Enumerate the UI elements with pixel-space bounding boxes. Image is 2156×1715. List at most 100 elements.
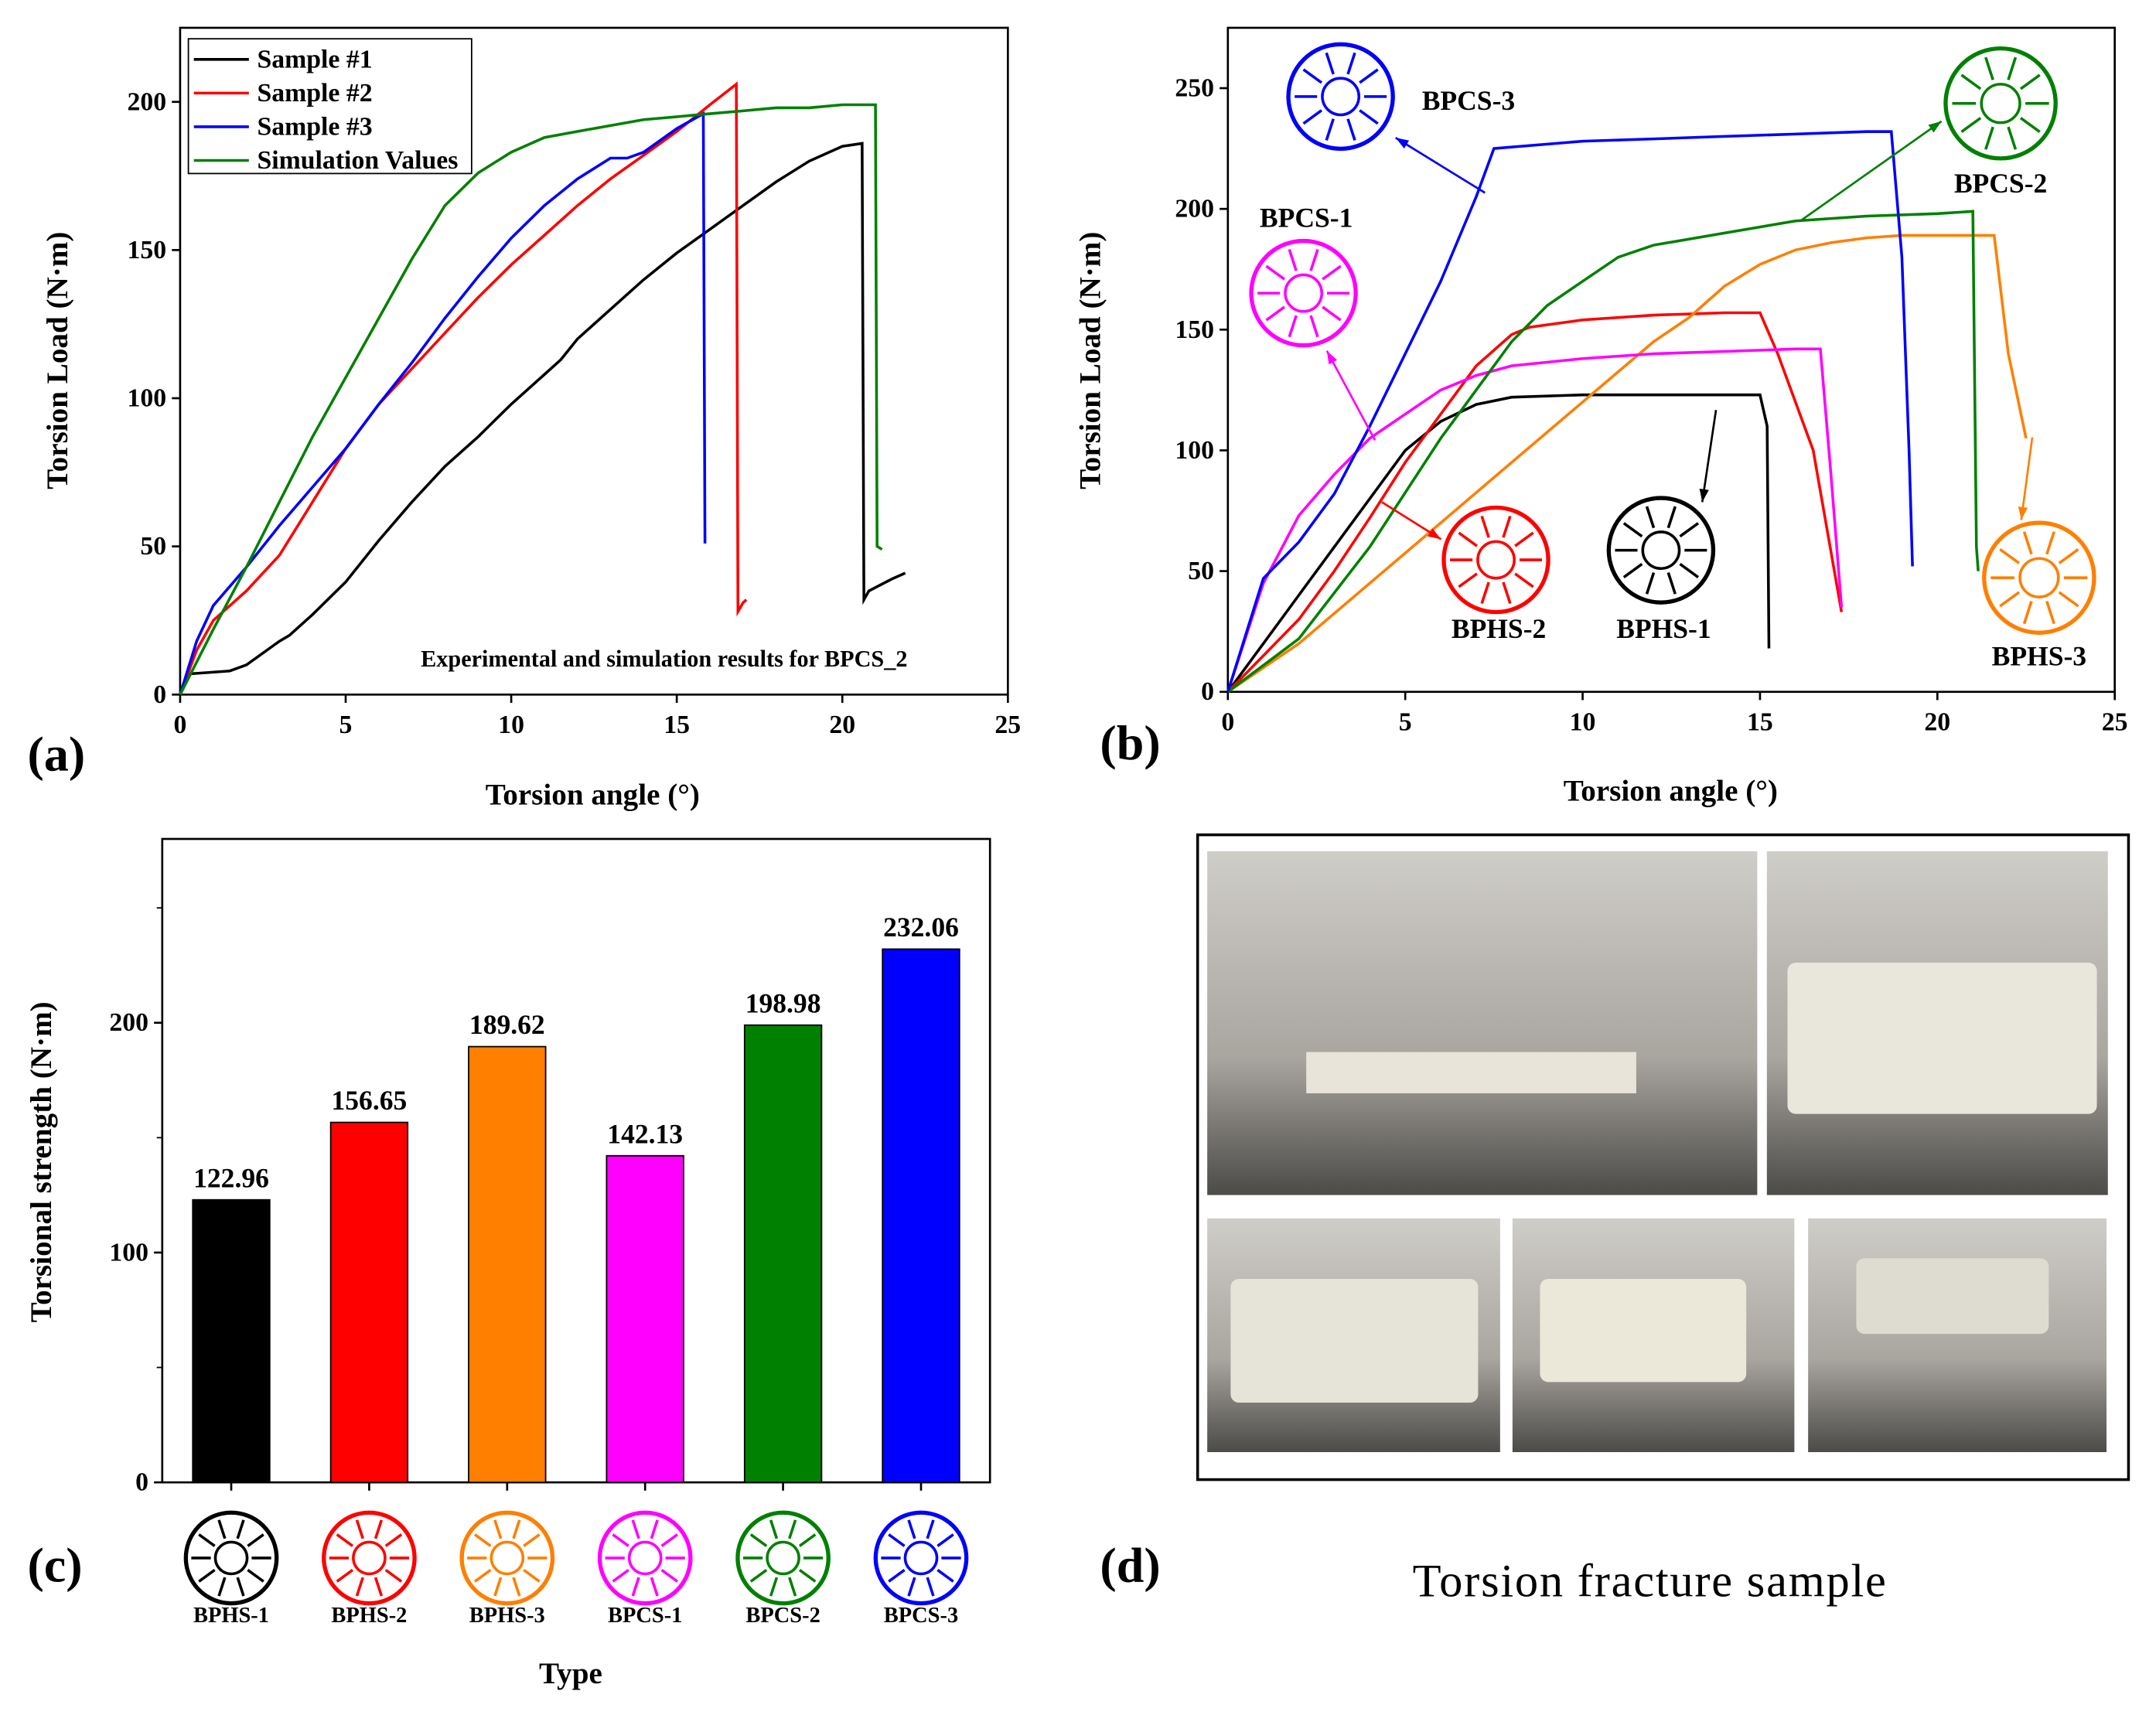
icon <box>493 1577 503 1597</box>
icon <box>336 1569 354 1583</box>
icon <box>384 1533 403 1547</box>
icon <box>473 1569 492 1583</box>
icon <box>612 1533 629 1547</box>
x-tick-label: BPHS-1 <box>193 1604 269 1628</box>
x-tick-label: BPCS-1 <box>608 1604 682 1628</box>
icon <box>1679 563 1700 578</box>
icon <box>660 1533 679 1547</box>
y-tick-label: 50 <box>140 532 166 561</box>
x-tick-label: BPCS-2 <box>745 1604 820 1628</box>
panel-label: (d) <box>1100 1537 1160 1592</box>
icon <box>749 1533 768 1547</box>
x-axis-title: Torsion angle (°) <box>486 779 700 812</box>
icon <box>473 1533 492 1547</box>
icon <box>1309 249 1319 271</box>
icon <box>198 1569 216 1583</box>
icon <box>1982 520 2096 635</box>
icon <box>355 1519 364 1539</box>
icon <box>1359 68 1379 84</box>
icon <box>2045 531 2055 555</box>
icon <box>1288 249 1298 271</box>
specimen <box>1787 963 2097 1114</box>
photo <box>1808 1218 2107 1453</box>
icon <box>384 1569 403 1583</box>
icon <box>1284 273 1324 313</box>
icon <box>2018 557 2060 598</box>
photo-frame <box>1196 833 2130 1481</box>
icon <box>888 1533 906 1547</box>
y-tick-label: 250 <box>1175 74 1214 103</box>
arrow <box>1701 410 1718 503</box>
x-tick-label: 5 <box>339 711 353 739</box>
icon <box>926 1577 935 1597</box>
icon <box>1645 571 1656 595</box>
plot-frame <box>179 26 1009 696</box>
icon <box>1265 264 1286 281</box>
icon <box>769 1519 779 1539</box>
icon <box>1476 540 1516 580</box>
x-axis-title: Torsion angle (°) <box>1564 774 1778 807</box>
series-line <box>1226 311 1844 693</box>
panel-label: (b) <box>1100 715 1160 770</box>
icon <box>1502 515 1512 538</box>
icon <box>1666 506 1677 529</box>
icon <box>1980 83 2021 124</box>
icon <box>1458 531 1478 547</box>
icon <box>660 1569 679 1583</box>
icon <box>2007 56 2018 80</box>
icon <box>1984 56 1994 80</box>
icon <box>1645 506 1656 529</box>
icon <box>1984 126 1994 150</box>
icon <box>1288 315 1298 338</box>
icon <box>1302 68 1323 84</box>
legend-label: Simulation Values <box>257 146 458 175</box>
icon <box>1502 581 1512 605</box>
series-label: BPHS-3 <box>1992 641 2086 672</box>
icon <box>1458 572 1478 588</box>
icon <box>1325 52 1335 75</box>
icon <box>1346 118 1356 141</box>
y-tick-label: 0 <box>1201 677 1214 706</box>
icon <box>2058 591 2079 608</box>
series-label: BPHS-1 <box>1616 613 1711 644</box>
x-tick-label: BPHS-3 <box>469 1604 545 1628</box>
icon <box>1606 496 1716 605</box>
series-line <box>1226 210 1980 694</box>
x-tick-label: BPCS-3 <box>884 1604 958 1628</box>
x-tick-label: 20 <box>1924 707 1950 736</box>
value-label: 122.96 <box>193 1162 269 1193</box>
x-tick-label: 0 <box>173 711 186 739</box>
y-tick-label: 200 <box>127 87 166 116</box>
icon <box>523 1569 541 1583</box>
icon <box>198 1533 216 1547</box>
x-tick-label: 15 <box>664 711 690 739</box>
bar <box>882 948 960 1484</box>
x-tick-label: 10 <box>1570 707 1596 736</box>
icon <box>1960 117 1982 133</box>
x-tick-label: 20 <box>829 711 855 739</box>
caption: Torsion fracture sample <box>1413 1556 1888 1608</box>
y-tick-label: 100 <box>127 384 166 413</box>
legend-box <box>187 38 472 175</box>
icon <box>322 1510 417 1606</box>
icon <box>788 1519 797 1539</box>
icon <box>1302 109 1323 125</box>
icon <box>612 1569 629 1583</box>
icon <box>336 1533 354 1547</box>
legend-label: Sample #1 <box>257 45 372 73</box>
icon <box>888 1569 906 1583</box>
icon <box>1359 109 1379 125</box>
specimen <box>1230 1278 1479 1403</box>
icon <box>907 1519 916 1539</box>
icon <box>1999 591 2021 608</box>
icon <box>1322 264 1342 281</box>
series-line <box>179 111 707 695</box>
series-line <box>179 141 906 696</box>
icon <box>1286 42 1395 152</box>
bar <box>329 1121 409 1484</box>
icon <box>236 1577 245 1597</box>
specimen <box>1540 1278 1747 1383</box>
icon <box>374 1577 384 1597</box>
icon <box>374 1519 384 1539</box>
icon <box>493 1519 503 1539</box>
